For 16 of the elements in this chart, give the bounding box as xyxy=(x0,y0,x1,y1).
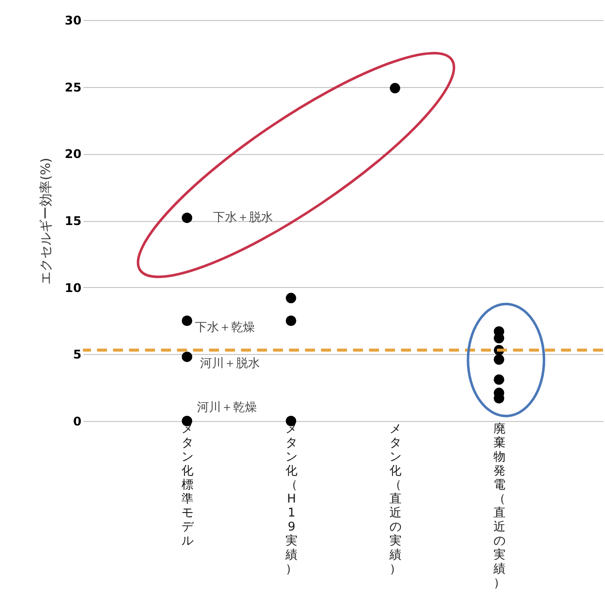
annotation: 河川＋脱水 xyxy=(200,356,260,370)
annotation: 河川＋乾燥 xyxy=(197,400,257,414)
y-tick-label: 0 xyxy=(73,414,82,428)
category-label: メタン化（H19実績） xyxy=(286,422,298,576)
category-label: 廃棄物発電（直近の実績） xyxy=(494,422,506,590)
category-label: メタン化標準モデル xyxy=(182,422,194,548)
y-tick-label: 20 xyxy=(64,147,82,162)
y-tick-label: 25 xyxy=(64,80,82,94)
y-tick-label: 10 xyxy=(64,280,82,295)
y-axis-title: エクセルギー効率(%) xyxy=(38,158,54,284)
y-tick-label: 5 xyxy=(73,348,82,362)
y-tick-label: 15 xyxy=(64,214,82,228)
annotation: 下水＋脱水 xyxy=(213,210,273,224)
category-label: メタン化（直近の実績） xyxy=(390,422,402,576)
annotation: 下水＋乾燥 xyxy=(195,320,255,334)
y-tick-label: 30 xyxy=(64,14,82,28)
